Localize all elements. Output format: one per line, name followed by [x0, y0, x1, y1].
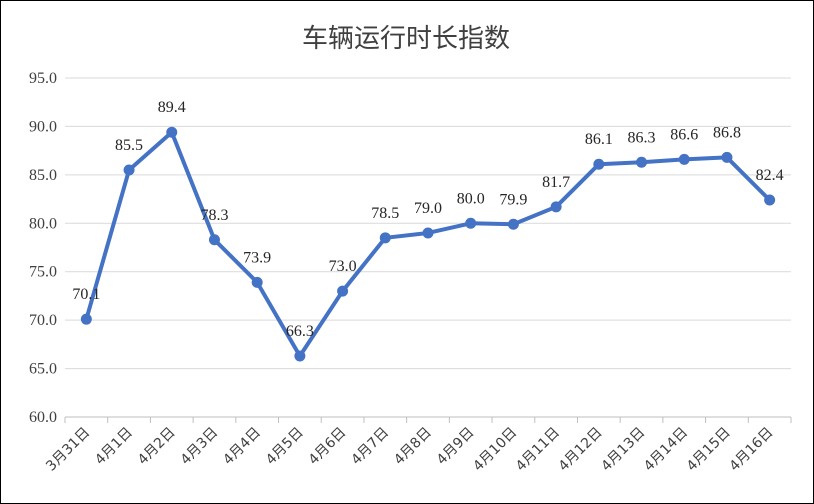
data-point	[507, 218, 519, 230]
y-tick-label: 85.0	[29, 167, 57, 184]
series-line	[84, 130, 772, 358]
y-tick-label: 65.0	[29, 361, 57, 378]
y-tick-label: 70.0	[29, 312, 57, 329]
data-label: 79.0	[414, 200, 442, 217]
x-tick-label: 4月11日	[513, 425, 563, 475]
data-point	[721, 151, 733, 163]
series	[80, 126, 776, 362]
data-label: 86.3	[628, 129, 656, 146]
data-label: 86.1	[585, 131, 613, 148]
x-tick-label: 3月31日	[43, 425, 93, 475]
data-point	[636, 156, 648, 168]
x-tick-label: 4月1日	[92, 425, 136, 469]
data-labels: 70.1 85.5 89.4 78.3 73.9 66.3 73.0 78.5 79.0 80.0…	[72, 99, 783, 340]
x-tick-label: 4月12日	[556, 425, 606, 475]
x-axis-ticks: 3月31日4月1日4月2日4月3日4月4日4月5日4月6日4月7日4月8日4月9…	[43, 417, 792, 475]
data-point	[166, 126, 178, 138]
data-point	[379, 232, 391, 244]
chart-title: 车辆运行时长指数	[302, 24, 510, 54]
data-label: 81.7	[542, 174, 570, 191]
y-tick-label: 75.0	[29, 264, 57, 281]
x-tick-label: 4月5日	[263, 425, 307, 469]
data-point	[294, 350, 306, 362]
data-point	[593, 158, 605, 170]
x-tick-label: 4月8日	[391, 425, 435, 469]
data-label: 86.8	[713, 124, 741, 141]
y-tick-label: 95.0	[29, 70, 57, 87]
data-point	[550, 201, 562, 213]
y-tick-label: 60.0	[29, 409, 57, 426]
data-point	[337, 285, 349, 297]
data-label: 82.4	[756, 167, 784, 184]
x-tick-label: 4月16日	[726, 425, 776, 475]
x-tick-label: 4月15日	[684, 425, 734, 475]
data-point	[422, 227, 434, 239]
data-point	[80, 313, 92, 325]
data-label: 73.0	[329, 258, 357, 275]
data-label: 80.0	[457, 190, 485, 207]
data-point	[123, 164, 135, 176]
x-tick-label: 4月3日	[178, 425, 222, 469]
data-label: 78.3	[200, 207, 228, 224]
data-label: 70.1	[72, 286, 100, 303]
data-point	[678, 153, 690, 165]
data-label: 66.3	[286, 323, 314, 340]
data-label: 79.9	[499, 191, 527, 208]
y-tick-label: 90.0	[29, 118, 57, 135]
x-tick-label: 4月14日	[641, 425, 691, 475]
y-axis-ticks: 60.0 65.0 70.0 75.0 80.0 85.0 90.0 95.0	[29, 70, 57, 426]
x-tick-label: 4月13日	[598, 425, 648, 475]
data-label: 78.5	[371, 205, 399, 222]
x-tick-label: 4月10日	[470, 425, 520, 475]
data-point	[764, 194, 776, 206]
data-point	[251, 276, 263, 288]
data-label: 86.6	[670, 126, 698, 143]
y-tick-label: 80.0	[29, 215, 57, 232]
data-label: 89.4	[158, 99, 186, 116]
data-label: 85.5	[115, 137, 143, 154]
data-label: 73.9	[243, 249, 271, 266]
data-point	[208, 234, 220, 246]
x-tick-label: 4月7日	[348, 425, 392, 469]
x-tick-label: 4月4日	[220, 425, 264, 469]
gridlines	[65, 77, 791, 418]
data-point	[465, 217, 477, 229]
x-tick-label: 4月6日	[306, 425, 350, 469]
x-tick-label: 4月2日	[135, 425, 179, 469]
